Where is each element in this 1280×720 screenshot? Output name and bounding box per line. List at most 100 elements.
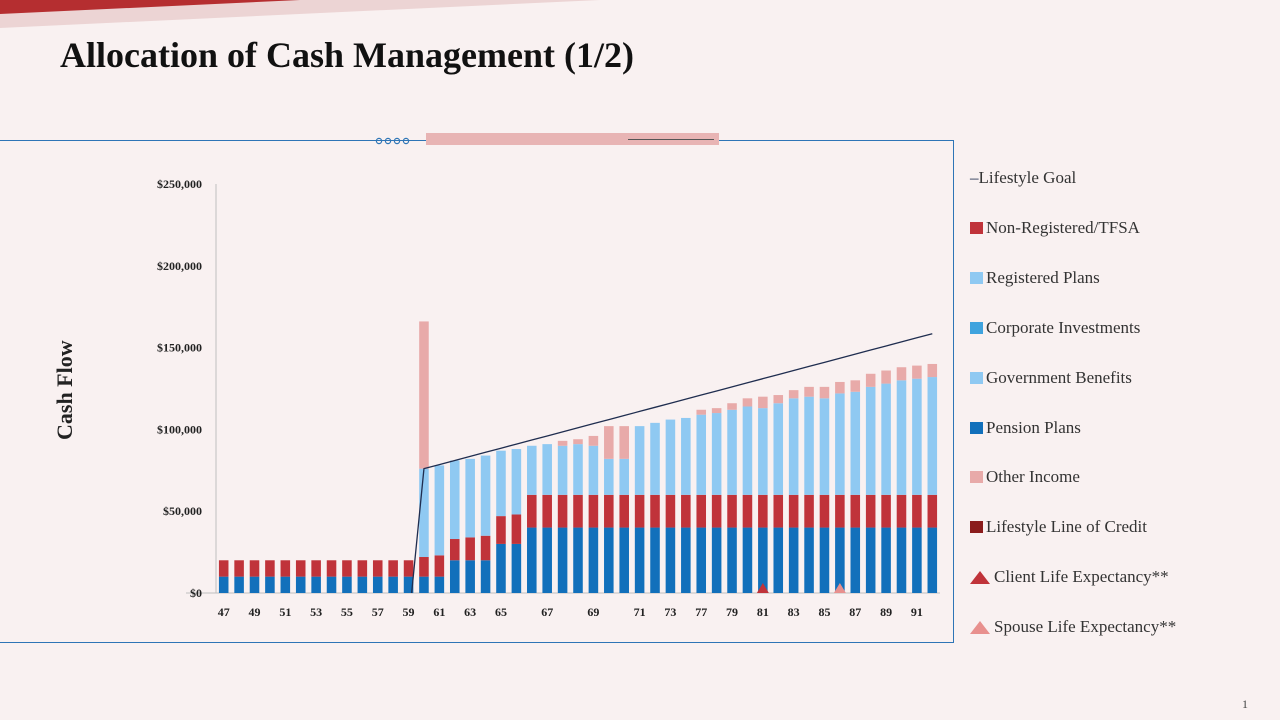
legend-label: Spouse Life Expectancy** (994, 617, 1177, 637)
bar-pension-65 (496, 543, 506, 593)
bar-government-90 (881, 383, 891, 495)
x-tick-label: 81 (757, 605, 769, 619)
bar-other_income-90 (881, 370, 891, 384)
bar-government-83 (773, 403, 784, 495)
bar-other_income-85 (804, 386, 814, 397)
x-tick-label: 65 (495, 605, 507, 619)
bar-other_income-72 (604, 426, 614, 459)
bar-non_registered-68 (542, 494, 552, 528)
bar-pension-61 (434, 576, 445, 593)
bar-other_income-84 (788, 390, 799, 399)
bar-government-61 (434, 465, 445, 556)
bar-government-65 (496, 450, 506, 517)
bar-pension-54 (326, 576, 337, 593)
bar-non_registered-90 (881, 494, 891, 528)
bar-non_registered-47 (218, 560, 229, 577)
bar-non_registered-55 (342, 560, 352, 577)
bar-other_income-86 (819, 386, 830, 399)
bar-other_income-78 (696, 409, 707, 415)
legend-label: Other Income (986, 467, 1080, 487)
bar-government-67 (527, 445, 537, 495)
bar-non_registered-91 (896, 494, 907, 528)
legend-triangle-icon (970, 570, 990, 584)
marker-spouse_life (833, 583, 846, 593)
bar-government-70 (573, 444, 583, 495)
bar-non_registered-57 (372, 560, 383, 577)
bar-pension-69 (557, 527, 568, 593)
legend-item: Government Benefits (970, 366, 1132, 390)
bar-pension-66 (511, 543, 522, 593)
bar-non_registered-52 (295, 560, 306, 577)
y-tick-label: $250,000 (157, 177, 202, 191)
bar-government-89 (865, 386, 876, 495)
bar-other_income-87 (835, 381, 845, 394)
bar-government-71 (588, 445, 599, 495)
legend-item: Lifestyle Line of Credit (970, 515, 1147, 539)
bar-pension-82 (758, 527, 768, 593)
bar-non_registered-87 (835, 494, 845, 528)
bar-non_registered-67 (527, 494, 537, 528)
x-tick-label: 77 (695, 605, 707, 619)
bar-pension-79 (711, 527, 722, 593)
x-tick-label: 69 (587, 605, 599, 619)
legend-item: – Lifestyle Goal (970, 166, 1076, 190)
decor-dots (375, 137, 410, 145)
bar-government-66 (511, 449, 522, 515)
bar-non_registered-81 (742, 494, 753, 528)
bar-non_registered-70 (573, 494, 583, 528)
bar-pension-55 (342, 576, 352, 593)
bar-government-82 (758, 408, 768, 495)
y-tick-label: $100,000 (157, 422, 202, 436)
bar-pension-93 (927, 527, 938, 593)
bar-government-87 (835, 393, 845, 495)
x-tick-label: 67 (541, 605, 553, 619)
bar-other_income-80 (727, 403, 737, 410)
legend-label: Pension Plans (986, 417, 1081, 437)
bar-non_registered-66 (511, 514, 522, 544)
bar-pension-83 (773, 527, 784, 593)
bar-government-80 (727, 409, 737, 495)
bar-non_registered-73 (619, 494, 629, 528)
bar-non_registered-56 (357, 560, 368, 577)
bar-non_registered-50 (265, 560, 275, 577)
legend-line-icon: – (970, 168, 979, 187)
page-number: 1 (1242, 697, 1248, 711)
bar-non_registered-76 (665, 494, 676, 528)
bar-pension-78 (696, 527, 707, 593)
bar-pension-57 (372, 576, 383, 593)
bar-pension-59 (403, 576, 414, 593)
bar-pension-72 (604, 527, 614, 593)
bar-non_registered-59 (403, 560, 414, 577)
legend-swatch-icon (970, 471, 983, 484)
legend-triangle-icon (970, 620, 990, 634)
decor-pink-bar (426, 133, 719, 145)
x-tick-label: 87 (849, 605, 861, 619)
bar-non_registered-65 (496, 516, 506, 544)
legend-label: Corporate Investments (986, 317, 1141, 337)
bar-government-91 (896, 380, 907, 495)
bar-pension-85 (804, 527, 814, 593)
x-tick-label: 73 (664, 605, 676, 619)
bar-government-76 (665, 419, 676, 495)
bar-non_registered-88 (850, 494, 861, 528)
bar-non_registered-79 (711, 494, 722, 528)
legend-item: Spouse Life Expectancy** (970, 615, 1176, 639)
bar-pension-49 (249, 576, 260, 593)
bar-government-68 (542, 444, 552, 495)
bar-other_income-73 (619, 426, 629, 459)
bar-non_registered-64 (480, 535, 491, 561)
bar-pension-90 (881, 527, 891, 593)
top-decor-stripe (0, 0, 600, 28)
bar-pension-51 (280, 576, 291, 593)
bar-non_registered-77 (681, 494, 691, 528)
bar-pension-64 (480, 560, 491, 593)
legend-swatch-icon (970, 521, 983, 534)
bar-government-93 (927, 377, 938, 495)
bar-government-72 (604, 458, 614, 495)
legend-item: Registered Plans (970, 266, 1100, 290)
bar-pension-47 (218, 576, 229, 593)
legend-label: Lifestyle Line of Credit (986, 517, 1147, 537)
x-tick-label: 63 (464, 605, 476, 619)
bar-pension-88 (850, 527, 861, 593)
